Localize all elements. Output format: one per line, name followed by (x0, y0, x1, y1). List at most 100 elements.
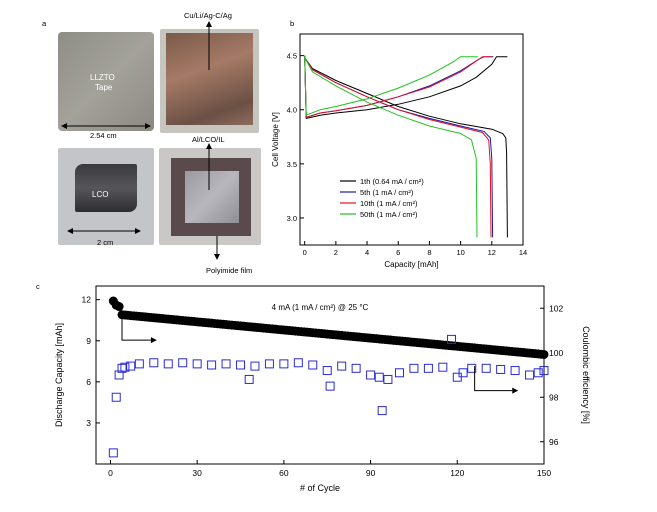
efficiency-point (458, 368, 468, 378)
efficiency-point (264, 359, 274, 369)
efficiency-point (447, 334, 457, 344)
polyimide-frame (171, 158, 251, 236)
left-axis-indicator-head (150, 337, 157, 344)
legend-label: 10th (1 mA / cm²) (360, 199, 418, 208)
y2-tick-label: 100 (549, 348, 563, 358)
efficiency-point (149, 358, 159, 368)
efficiency-point (510, 366, 520, 376)
efficiency-point (236, 360, 246, 370)
llzto-label: LLZTO (90, 73, 115, 82)
y2-tick-label: 102 (549, 303, 563, 313)
efficiency-point (383, 374, 393, 384)
tape-label: Tape (95, 83, 113, 92)
efficiency-point (337, 361, 347, 371)
y-tick-label: 3.0 (287, 214, 297, 223)
film-label: Polyimide film (206, 266, 253, 275)
y-tick-label: 4.0 (287, 106, 297, 115)
efficiency-point (533, 368, 543, 378)
x-tick-label: 90 (366, 468, 376, 478)
x-tick-label: 8 (427, 248, 431, 257)
efficiency-point (539, 366, 549, 376)
legend-label: 5th (1 mA / cm²) (360, 188, 414, 197)
x-tick-label: 2 (334, 248, 338, 257)
x-tick-label: 12 (488, 248, 496, 257)
x-tick-label: 0 (108, 468, 113, 478)
efficiency-point (293, 358, 303, 368)
y2-tick-label: 96 (549, 437, 559, 447)
lco-cathode-area (185, 171, 239, 223)
voltage-profile-chart: 0 2 4 6 8 10 12 14 3.0 3.5 4.0 4.5 Capacity [mAh] Cel… (271, 33, 527, 269)
y-axis-label: Cell Voltage [V] (271, 112, 280, 167)
y2-tick-label: 98 (549, 392, 559, 402)
series-charge-line (304, 55, 508, 120)
y-tick-label: 6 (86, 377, 91, 387)
panel-c-letter: c (36, 282, 40, 291)
efficiency-point (126, 361, 136, 371)
efficiency-point (108, 448, 118, 458)
efficiency-point (423, 363, 433, 373)
y-tick-label: 9 (86, 336, 91, 346)
efficiency-point (221, 359, 231, 369)
efficiency-point (308, 360, 318, 370)
y-tick-label: 4.5 (287, 52, 297, 61)
x-tick-label: 30 (192, 468, 202, 478)
legend-label: 50th (1 mA / cm²) (360, 210, 418, 219)
efficiency-point (111, 392, 121, 402)
x-tick-label: 14 (519, 248, 527, 257)
efficiency-point (134, 359, 144, 369)
efficiency-point (322, 366, 332, 376)
efficiency-point (178, 358, 188, 368)
cathode-photo (159, 148, 261, 245)
cathode-label: Al/LCO/IL (192, 135, 225, 144)
llzto-tape-photo (58, 32, 154, 131)
efficiency-point (192, 359, 202, 369)
x-tick-label: 0 (303, 248, 307, 257)
x-axis-label: # of Cycle (300, 483, 340, 493)
efficiency-point (438, 362, 448, 372)
panel-b-letter: b (290, 19, 295, 28)
series-charge-line (304, 55, 492, 118)
efficiency-point (366, 370, 376, 380)
x-tick-label: 6 (396, 248, 400, 257)
efficiency-point (117, 363, 127, 373)
series-discharge-line (304, 57, 508, 238)
series-discharge-line (304, 57, 492, 238)
capacity-point (539, 349, 549, 359)
lco-label: LCO (92, 190, 109, 199)
cycling-chart: 0 30 60 90 120 150 3 6 9 12 96 98 100 102 # of Cycle Di… (54, 285, 591, 493)
efficiency-point (120, 362, 130, 372)
efficiency-point (409, 363, 419, 373)
efficiency-point (525, 370, 535, 380)
y-tick-label: 12 (82, 295, 92, 305)
series-charge-line (304, 55, 494, 118)
lco-dimension: 2 cm (97, 238, 114, 247)
anode-label: Cu/Li/Ag-C/Ag (184, 11, 232, 20)
y-tick-label: 3.5 (287, 160, 297, 169)
efficiency-point (374, 372, 384, 382)
efficiency-point (467, 363, 477, 373)
efficiency-point (481, 363, 491, 373)
capacity-point (114, 302, 124, 312)
efficiency-point (114, 370, 124, 380)
efficiency-point (207, 360, 217, 370)
efficiency-point (279, 359, 289, 369)
efficiency-point (351, 363, 361, 373)
right-axis-indicator-head (512, 387, 519, 394)
condition-annotation: 4 mA (1 mA / cm²) @ 25 °C (272, 303, 369, 312)
discharge-capacity-series (108, 296, 549, 359)
efficiency-point (163, 359, 173, 369)
efficiency-point (496, 364, 506, 374)
series-charge-line (304, 55, 478, 116)
x-tick-label: 60 (279, 468, 289, 478)
panel-a-letter: a (42, 19, 47, 28)
series-discharge-line (304, 57, 478, 238)
panel-a-arrows (61, 21, 220, 260)
y-axis-label: Discharge Capacity [mAh] (54, 323, 64, 427)
x-tick-label: 150 (537, 468, 551, 478)
coulombic-efficiency-series (108, 334, 549, 458)
plot-frame (95, 285, 545, 465)
y2-axis-label: Coulombic efficiency [%] (581, 326, 591, 424)
x-axis-label: Capacity [mAh] (384, 260, 438, 269)
lco-film (75, 164, 137, 212)
x-tick-label: 10 (456, 248, 464, 257)
